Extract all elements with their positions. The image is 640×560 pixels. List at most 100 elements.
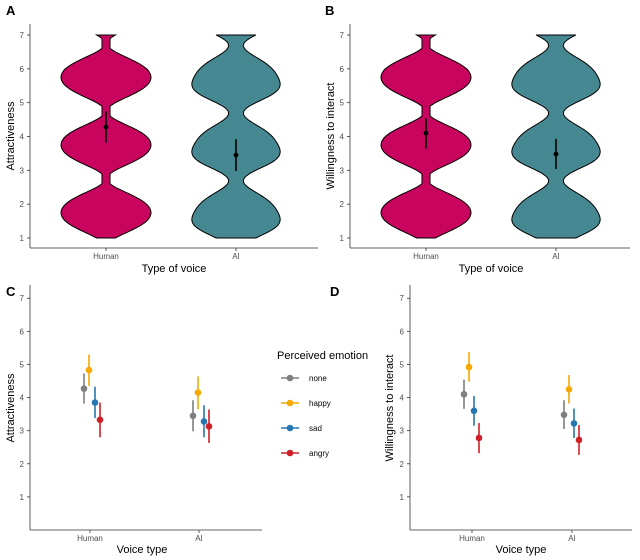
y-tick-label: 7: [400, 294, 405, 303]
panel-a-y-label: Attractiveness: [5, 101, 17, 171]
panel-d-x-label: Voice type: [496, 544, 547, 556]
point-angry-human: [475, 434, 483, 442]
y-tick-label: 3: [20, 166, 25, 175]
panel-c-tag: C: [6, 284, 16, 299]
y-tick-label: 5: [340, 99, 345, 108]
panel-c-x-ticks: Human AI: [77, 530, 203, 543]
y-tick-label: 1: [340, 234, 345, 243]
point-sad-ai: [570, 420, 578, 427]
panel-a-x-label: Type of voice: [142, 263, 207, 275]
panel-b-violins: [380, 34, 601, 239]
y-tick-label: 7: [340, 31, 345, 40]
y-tick-label: 5: [20, 99, 25, 108]
panel-a-y-ticks: 1 2 3 4 5 6 7: [20, 31, 30, 243]
x-tick-label: AI: [568, 534, 576, 543]
panel-a-violins: [60, 34, 281, 239]
x-tick-label: Human: [77, 534, 103, 543]
point-none-human: [460, 390, 468, 398]
panel-b-x-label: Type of voice: [459, 263, 524, 275]
point-none-ai: [560, 411, 568, 419]
y-tick-label: 2: [20, 460, 25, 469]
violin-ai: [191, 34, 281, 239]
y-tick-label: 5: [400, 360, 405, 369]
panel-c-marks: [80, 354, 213, 443]
legend-items: none happy sad angry: [281, 374, 331, 458]
panel-c-y-label: Attractiveness: [5, 373, 17, 443]
legend-key-point-happy: [286, 399, 294, 407]
y-tick-label: 2: [340, 200, 345, 209]
point-sad-human: [470, 407, 478, 415]
y-tick-label: 4: [340, 133, 345, 142]
panel-d-marks: [460, 352, 583, 455]
y-tick-label: 1: [20, 234, 25, 243]
panel-a: A 1 2 3 4 5 6 7 Human AI Type of voice Attracti…: [5, 3, 318, 275]
mean-point-human: [423, 130, 429, 136]
legend-label-none: none: [309, 374, 327, 383]
panel-d-tag: D: [330, 284, 339, 299]
point-happy-human: [85, 366, 93, 374]
point-none-ai: [189, 412, 197, 420]
point-happy-human: [465, 363, 473, 371]
panel-d-y-ticks: 1 2 3 4 5 6 7: [400, 294, 410, 502]
y-tick-label: 7: [20, 294, 25, 303]
point-angry-ai: [205, 423, 213, 430]
legend-label-angry: angry: [309, 449, 329, 458]
panel-d-y-label: Willingness to interact: [384, 355, 396, 462]
point-happy-ai: [565, 385, 573, 393]
legend-label-sad: sad: [309, 424, 322, 433]
panel-b-tag: B: [325, 3, 334, 18]
panel-a-x-ticks: Human AI: [93, 248, 240, 261]
panel-b: B 1 2 3 4 5 6 7 Human AI Type of voice Willingn…: [325, 3, 630, 275]
panel-c-x-label: Voice type: [117, 544, 168, 556]
y-tick-label: 1: [20, 493, 25, 502]
panel-b-x-ticks: Human AI: [413, 248, 560, 261]
panel-d-x-ticks: Human AI: [459, 530, 576, 543]
legend-label-happy: happy: [309, 399, 331, 408]
panel-b-y-ticks: 1 2 3 4 5 6 7: [340, 31, 350, 243]
x-tick-label: AI: [195, 534, 203, 543]
mean-point-human: [103, 124, 109, 130]
x-tick-label: AI: [232, 252, 240, 261]
legend: Perceived emotion none happy sad angry: [277, 350, 368, 458]
y-tick-label: 6: [400, 327, 405, 336]
mean-point-ai: [233, 152, 239, 158]
x-tick-label: Human: [93, 252, 119, 261]
y-tick-label: 7: [20, 31, 25, 40]
legend-key-point-none: [286, 374, 294, 382]
y-tick-label: 1: [400, 493, 405, 502]
panel-b-means: [423, 118, 559, 169]
legend-key-point-sad: [286, 424, 294, 432]
legend-key-point-angry: [286, 449, 294, 457]
x-tick-label: Human: [413, 252, 439, 261]
y-tick-label: 4: [20, 133, 25, 142]
point-none-human: [80, 385, 88, 392]
y-tick-label: 6: [20, 65, 25, 74]
y-tick-label: 4: [400, 394, 405, 403]
panel-a-means: [103, 111, 239, 172]
panel-c: C 1 2 3 4 5 6 7 Human AI Voice type Attractiven…: [5, 284, 262, 556]
point-angry-human: [96, 416, 104, 424]
panel-c-y-ticks: 1 2 3 4 5 6 7: [20, 294, 30, 502]
y-tick-label: 6: [340, 65, 345, 74]
x-tick-label: Human: [459, 534, 485, 543]
point-sad-human: [91, 399, 99, 406]
y-tick-label: 6: [20, 327, 25, 336]
panel-b-y-label: Willingness to interact: [325, 83, 337, 190]
x-tick-label: AI: [552, 252, 560, 261]
legend-title: Perceived emotion: [277, 350, 368, 362]
point-angry-ai: [575, 436, 583, 444]
y-tick-label: 3: [20, 427, 25, 436]
panel-d: D 1 2 3 4 5 6 7 Human AI Voice type Willingness…: [330, 284, 632, 556]
y-tick-label: 3: [340, 166, 345, 175]
point-sad-ai: [200, 418, 208, 425]
y-tick-label: 5: [20, 360, 25, 369]
y-tick-label: 2: [400, 460, 405, 469]
y-tick-label: 2: [20, 200, 25, 209]
y-tick-label: 3: [400, 427, 405, 436]
panel-a-tag: A: [6, 3, 16, 18]
point-happy-ai: [194, 389, 202, 396]
mean-point-ai: [553, 151, 559, 157]
y-tick-label: 4: [20, 394, 25, 403]
violin-ai: [511, 34, 601, 239]
